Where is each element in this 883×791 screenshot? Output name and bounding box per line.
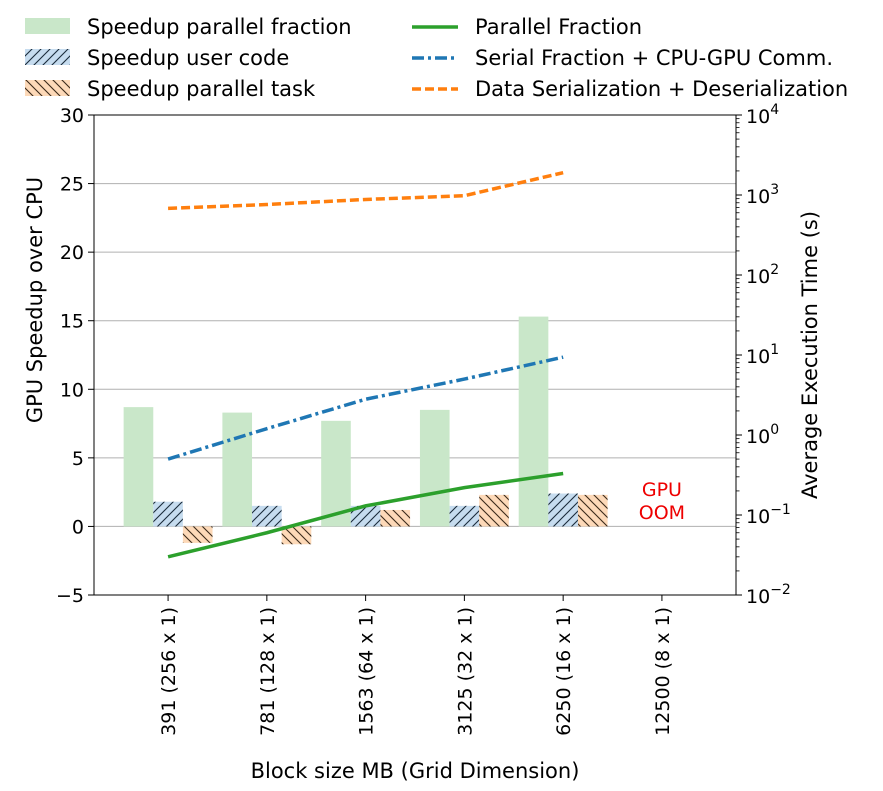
left-tick-label: 15 [60, 311, 84, 333]
x-tick-label: 781 (128 x 1) [257, 607, 279, 736]
bar [252, 505, 282, 527]
y-axis-label-right: Average Execution Time (s) [798, 211, 822, 499]
bar [182, 526, 213, 543]
legend-label-speedup-parallel-fraction: Speedup parallel fraction [87, 15, 352, 39]
legend-label-speedup-user-code: Speedup user code [87, 46, 289, 70]
bar [577, 494, 608, 527]
legend-swatch-speedup-parallel-task [25, 80, 70, 96]
right-tick-label: 100 [746, 422, 779, 448]
lines [167, 170, 564, 559]
x-tick-label: 12500 (8 x 1) [652, 607, 674, 736]
right-tick-label: 104 [746, 102, 779, 128]
left-tick-label: 20 [60, 242, 84, 264]
left-tick-label: 30 [60, 105, 84, 127]
bar [281, 526, 312, 545]
bar [518, 316, 549, 527]
bar [321, 420, 351, 527]
bar [123, 407, 154, 527]
legend: Speedup parallel fraction Speedup user c… [25, 15, 848, 101]
right-tick-label: 10−1 [746, 502, 791, 528]
legend-swatch-speedup-user-code [25, 49, 70, 65]
oom-annotation: GPU [642, 479, 682, 501]
bar [449, 505, 480, 527]
legend-label-serial-fraction: Serial Fraction + CPU-GPU Comm. [475, 46, 833, 70]
left-tick-label: −5 [56, 585, 84, 607]
left-tick-label: 5 [72, 448, 84, 470]
bar [350, 505, 381, 527]
legend-swatch-speedup-parallel-fraction [25, 18, 70, 34]
left-tick-label: 10 [60, 379, 84, 401]
bar [419, 409, 450, 527]
series-line [167, 355, 564, 461]
left-tick-label: 25 [60, 174, 84, 196]
right-tick-label: 103 [746, 182, 779, 208]
legend-label-parallel-fraction: Parallel Fraction [475, 15, 642, 39]
left-axis-ticks: −5 0 5 10 15 20 25 30 [56, 105, 94, 607]
series-line [168, 170, 564, 211]
y-axis-label-left: GPU Speedup over CPU [23, 177, 47, 423]
x-axis-ticks: 391 (256 x 1) 781 (128 x 1) 1563 (64 x 1) 3… [158, 595, 674, 736]
bar [380, 509, 411, 527]
x-tick-label: 1563 (64 x 1) [356, 607, 378, 736]
right-tick-label: 10−2 [746, 582, 791, 608]
right-tick-label: 101 [746, 342, 779, 368]
series-line [167, 471, 564, 559]
x-tick-label: 391 (256 x 1) [158, 607, 180, 736]
bar [222, 412, 253, 527]
right-tick-label: 102 [746, 262, 779, 288]
x-tick-label: 6250 (16 x 1) [553, 607, 575, 736]
gridlines [94, 183, 736, 527]
x-tick-label: 3125 (32 x 1) [454, 607, 476, 736]
bars [123, 316, 608, 545]
right-axis-ticks: 10−2 10−1 100 101 102 103 104 [736, 102, 791, 608]
bar [548, 493, 578, 527]
left-tick-label: 0 [72, 516, 84, 538]
legend-label-data-serialization: Data Serialization + Deserialization [475, 77, 848, 101]
oom-annotation: OOM [639, 502, 685, 524]
x-axis-label: Block size MB (Grid Dimension) [251, 759, 580, 783]
bar [153, 501, 183, 527]
legend-label-speedup-parallel-task: Speedup parallel task [87, 77, 316, 101]
bar [479, 494, 509, 527]
